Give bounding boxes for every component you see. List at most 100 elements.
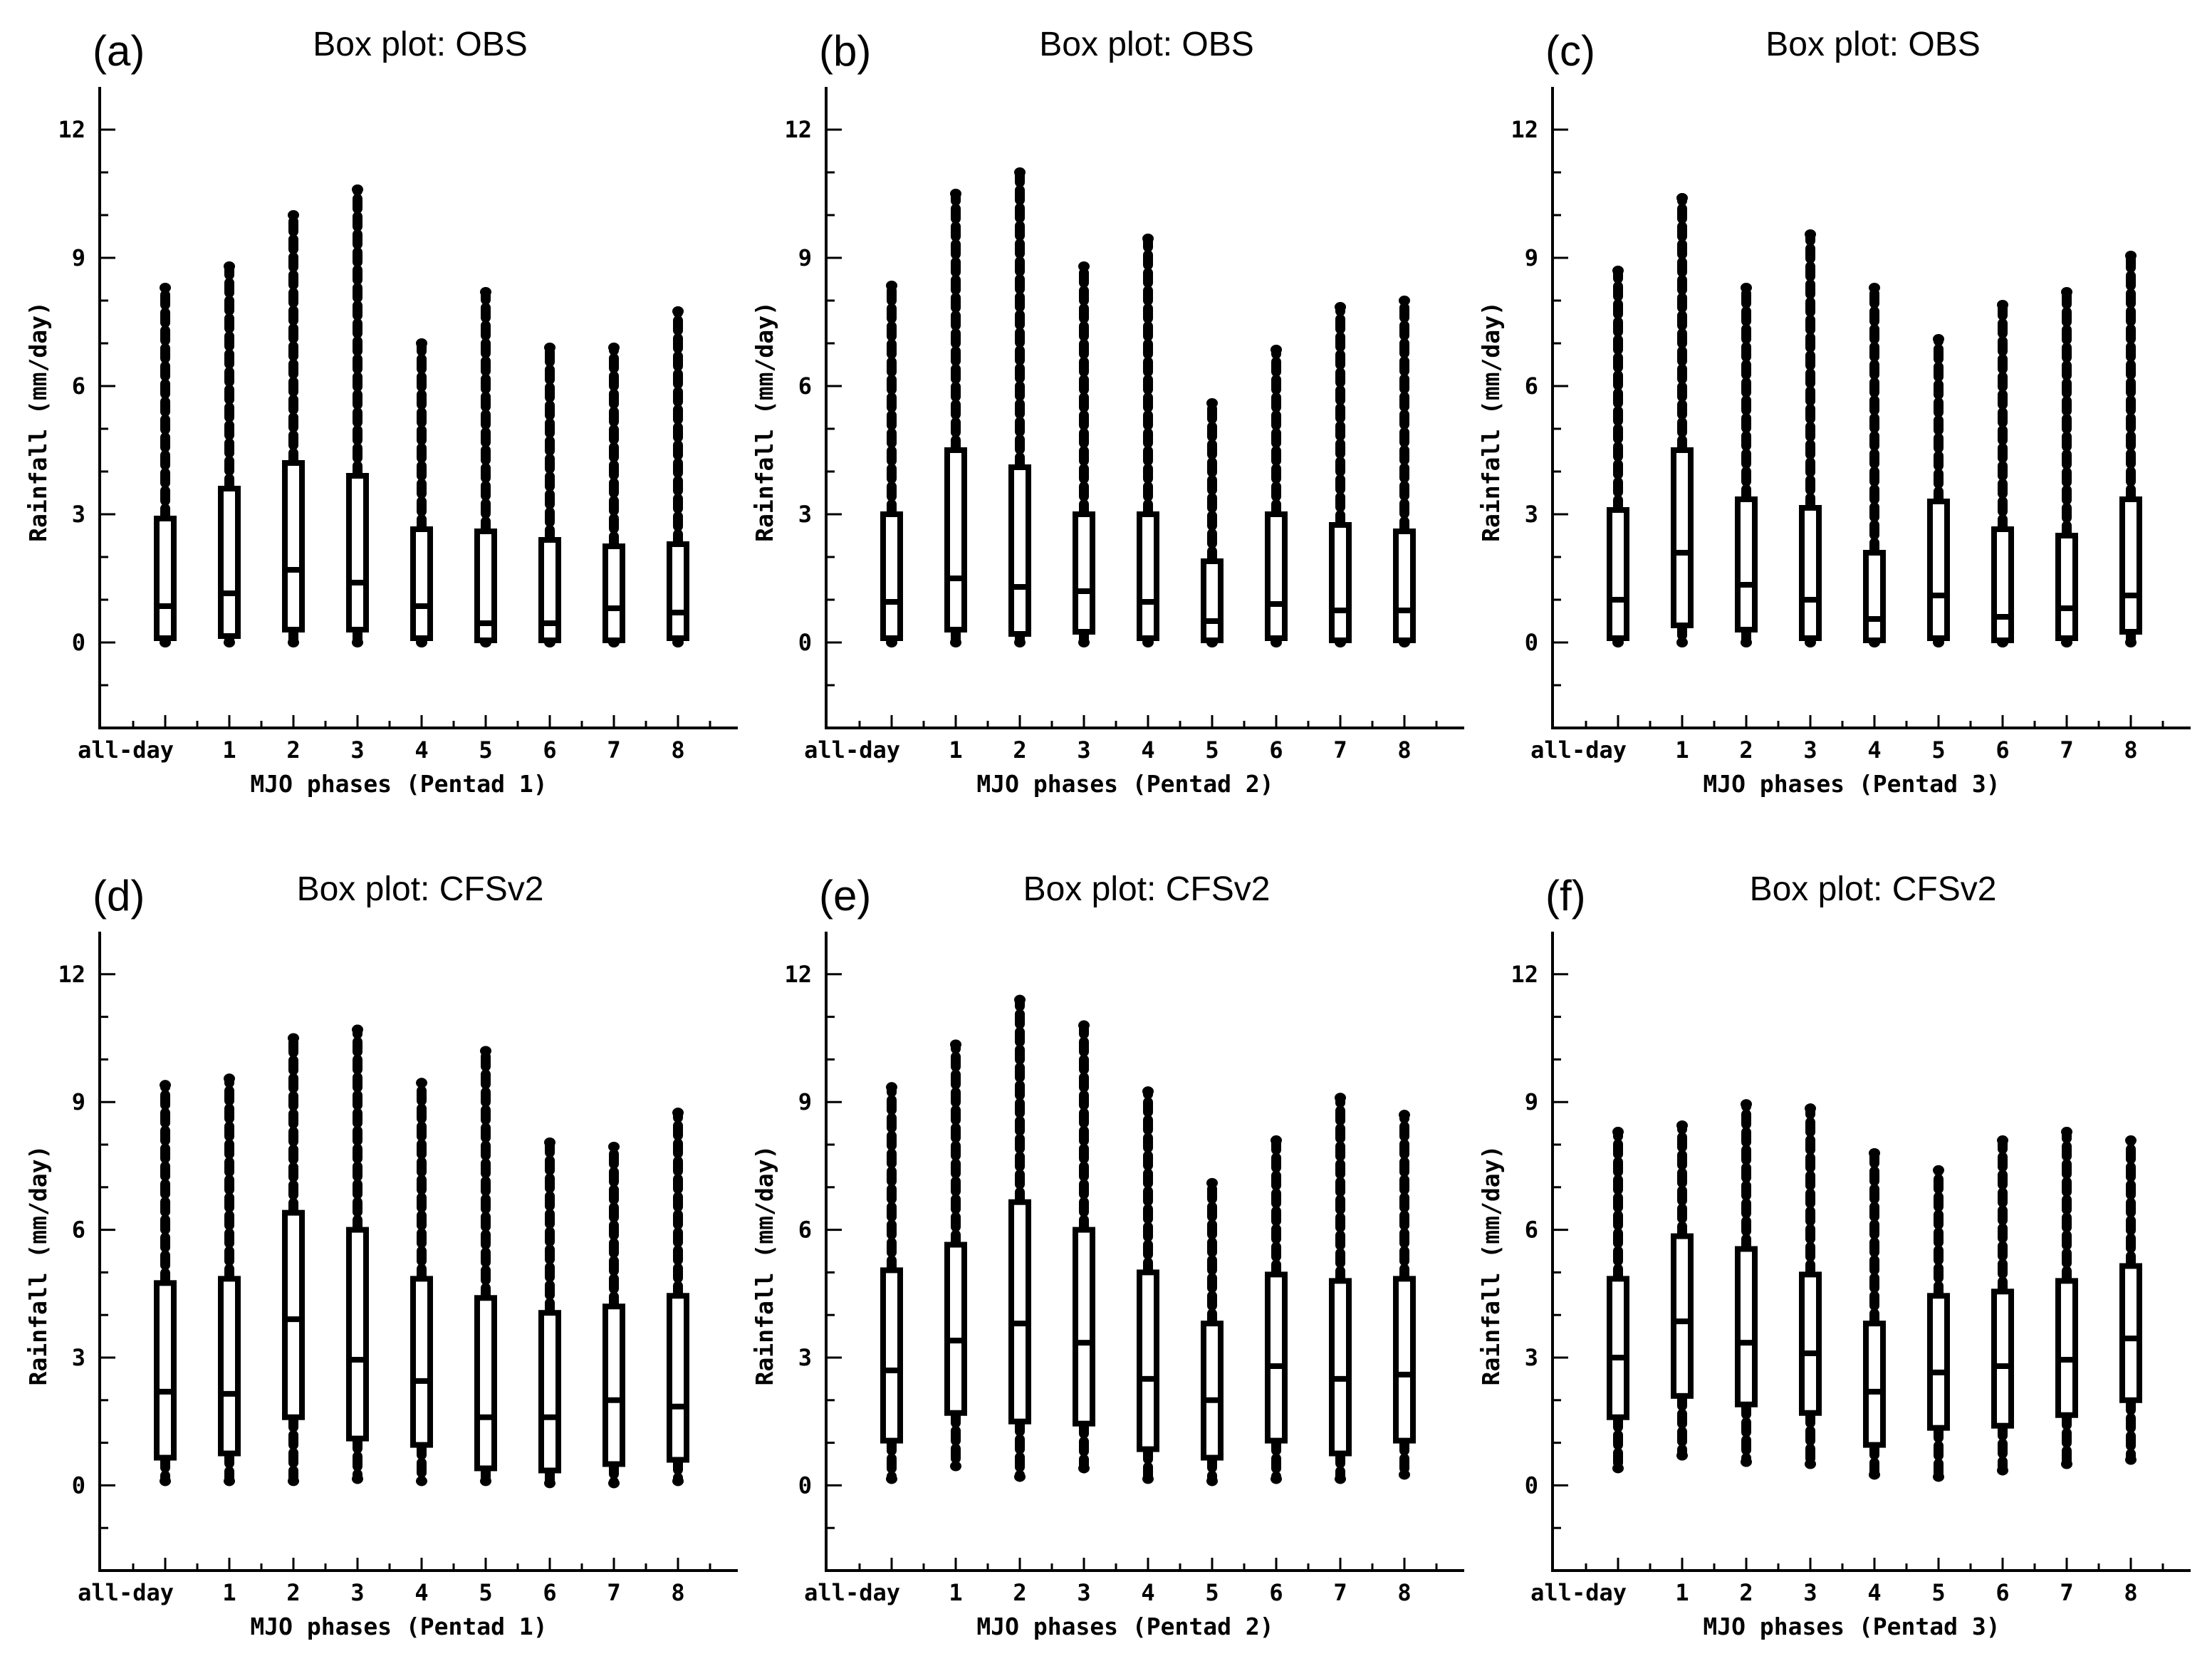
whisker-min-cap <box>886 1474 897 1484</box>
y-tick-label: 6 <box>72 1217 85 1244</box>
x-tick-label: 6 <box>1269 736 1283 764</box>
iqr-box <box>880 1267 903 1444</box>
whisker-max-cap <box>160 1080 171 1090</box>
box-3 <box>1073 261 1095 647</box>
whisker-max-cap <box>1805 229 1816 239</box>
whisker-min-cap <box>2125 1454 2137 1465</box>
y-tick-label: 12 <box>784 961 812 988</box>
whisker-max-cap <box>480 287 491 297</box>
x-axis-label: MJO phases (Pentad 3) <box>1703 1613 2000 1640</box>
whisker-min-cap <box>1206 1476 1218 1487</box>
y-tick-label: 0 <box>72 1472 85 1499</box>
whisker-max-cap <box>224 1073 235 1084</box>
iqr-box <box>1201 558 1224 643</box>
panel-title: Box plot: CFSv2 <box>1023 870 1271 908</box>
panel-letter: (e) <box>819 872 871 920</box>
x-tick-label: 4 <box>1141 1579 1154 1606</box>
iqr-box <box>602 1303 625 1467</box>
iqr-box <box>2055 1278 2078 1418</box>
whisker-min-cap <box>1741 637 1752 647</box>
y-tick-label: 3 <box>1525 1344 1538 1371</box>
x-tick-label: 5 <box>1931 1579 1945 1606</box>
whisker-max-cap <box>1399 296 1410 306</box>
iqr-box <box>880 511 903 641</box>
iqr-box <box>1008 464 1031 637</box>
x-tick-label: 7 <box>2060 1579 2073 1606</box>
whisker-min-cap <box>1142 1474 1154 1484</box>
x-tick-label: 4 <box>1867 736 1881 764</box>
x-tick-label: 3 <box>1077 736 1090 764</box>
iqr-box <box>154 1280 177 1461</box>
box-6 <box>1265 345 1288 647</box>
whisker-max-cap <box>1741 1099 1752 1110</box>
box-1 <box>944 1039 967 1472</box>
x-tick-label: 8 <box>671 736 684 764</box>
panel-title: Box plot: CFSv2 <box>297 870 544 908</box>
iqr-box <box>1329 1278 1352 1457</box>
whisker-max-cap <box>672 306 684 316</box>
box-2 <box>1735 1099 1758 1467</box>
box-3 <box>1799 1103 1822 1469</box>
box-5 <box>1201 1177 1224 1487</box>
box-7 <box>602 1141 625 1489</box>
y-axis-label: Rainfall (mm/day) <box>1477 1145 1505 1386</box>
box-8 <box>2119 251 2142 647</box>
whisker-max-cap <box>1997 300 2008 310</box>
whisker-max-cap <box>1676 193 1688 203</box>
iqr-box <box>944 1241 967 1416</box>
x-tick-label: 2 <box>286 736 300 764</box>
box-8 <box>667 1108 689 1487</box>
iqr-box <box>218 486 241 639</box>
whisker-max-cap <box>886 1082 897 1093</box>
box-5 <box>474 287 497 647</box>
x-tick-label: all-day <box>1530 1579 1627 1606</box>
iqr-box <box>1799 1271 1822 1416</box>
y-tick-label: 6 <box>1525 373 1538 400</box>
box-1 <box>1671 1120 1694 1461</box>
x-tick-label: 1 <box>222 736 236 764</box>
iqr-box <box>1863 1321 1886 1448</box>
y-tick-label: 0 <box>1525 1472 1538 1499</box>
iqr-box <box>474 1295 497 1472</box>
box-7 <box>2055 1127 2078 1469</box>
x-tick-label: 5 <box>1931 736 1945 764</box>
whisker-min-cap <box>1933 1472 1944 1482</box>
whisker-min-cap <box>416 1476 427 1487</box>
box-7 <box>602 343 625 647</box>
whisker-max-cap <box>2125 251 2137 261</box>
box-6 <box>1991 300 2014 647</box>
y-axis-label: Rainfall (mm/day) <box>1477 301 1505 542</box>
whisker-max-cap <box>886 281 897 291</box>
whisker-min-cap <box>1014 637 1026 647</box>
box-all-day <box>154 283 177 647</box>
x-tick-label: 8 <box>671 1579 684 1606</box>
iqr-box <box>1799 505 1822 641</box>
iqr-box <box>2119 1263 2142 1403</box>
box-all-day <box>154 1080 177 1487</box>
iqr-box <box>1137 1269 1159 1452</box>
y-tick-label: 6 <box>798 373 812 400</box>
y-tick-label: 9 <box>798 244 812 271</box>
x-tick-label: all-day <box>78 1579 174 1606</box>
x-tick-label: 3 <box>1803 736 1817 764</box>
whisker-min-cap <box>1676 1450 1688 1461</box>
x-tick-label: all-day <box>78 736 174 764</box>
iqr-box <box>1201 1321 1224 1461</box>
x-tick-label: 2 <box>1013 736 1026 764</box>
whisker-max-cap <box>480 1046 491 1056</box>
panel-letter: (c) <box>1545 27 1595 75</box>
iqr-box <box>1927 499 1950 641</box>
whisker-max-cap <box>672 1108 684 1118</box>
whisker-max-cap <box>1997 1135 2008 1146</box>
y-tick-label: 12 <box>1511 116 1538 143</box>
box-5 <box>474 1046 497 1487</box>
whisker-min-cap <box>352 637 363 647</box>
iqr-box <box>667 541 689 641</box>
y-axis-label: Rainfall (mm/day) <box>751 1145 778 1386</box>
panel-letter: (b) <box>819 27 871 75</box>
y-axis-label: Rainfall (mm/day) <box>24 301 52 542</box>
whisker-min-cap <box>1676 637 1688 647</box>
y-tick-label: 9 <box>72 1088 85 1115</box>
y-axis-label: Rainfall (mm/day) <box>751 301 778 542</box>
box-3 <box>346 184 369 647</box>
